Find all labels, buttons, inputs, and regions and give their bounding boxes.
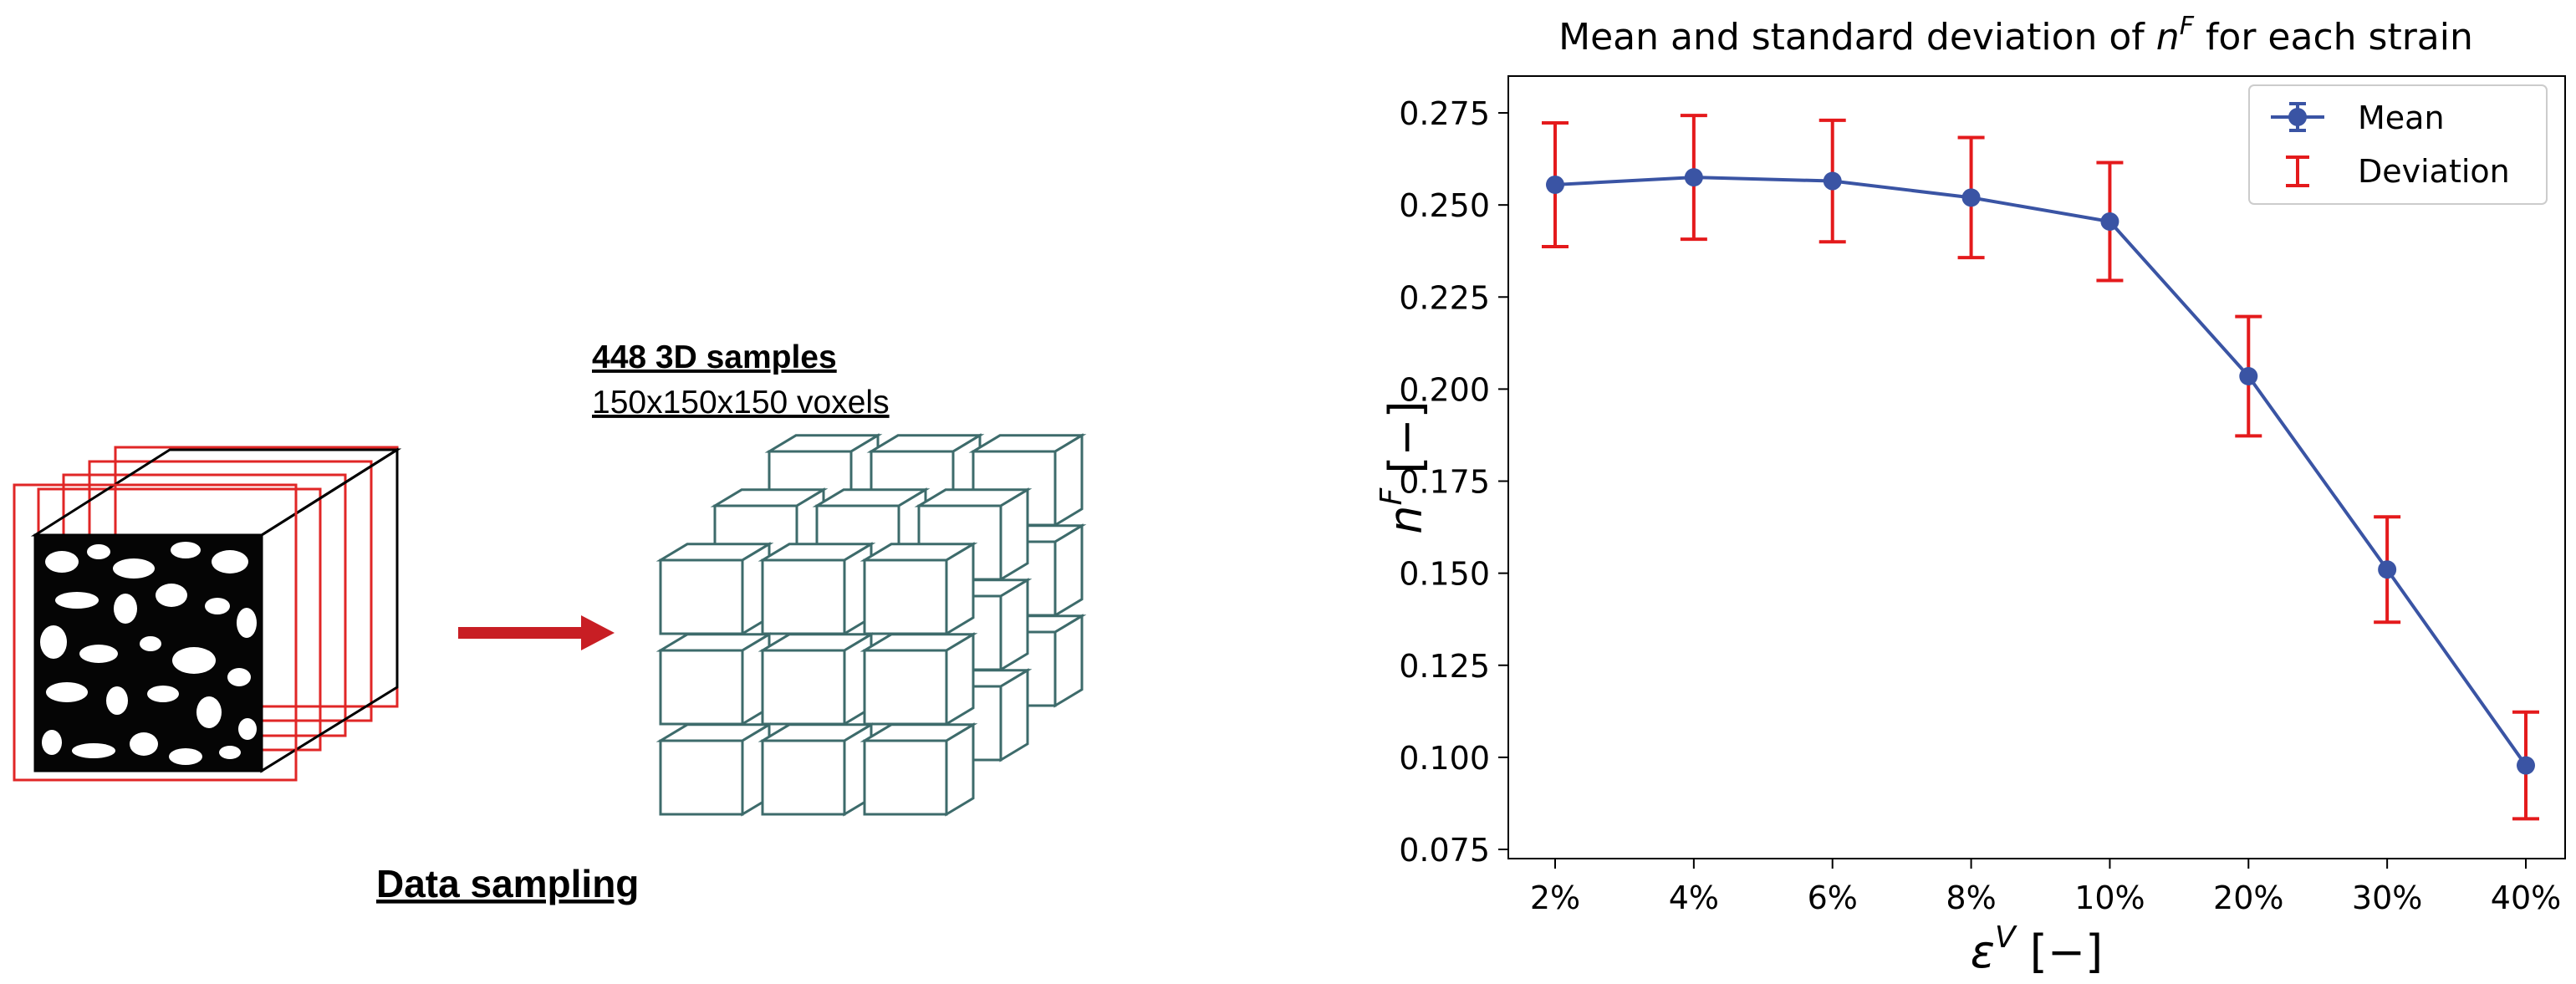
legend-mean-marker: [2271, 102, 2324, 132]
mean-line: [1554, 176, 2528, 767]
y-axis: 0.075 0.100 0.125 0.150 0.175 0.200 0.225 0.250…: [1399, 95, 1508, 869]
x-tick-label: 8%: [1946, 879, 1996, 916]
y-tick-label: 0.225: [1399, 279, 1490, 316]
mean-point: [2378, 560, 2397, 579]
sampling-arrow: [458, 615, 615, 650]
microstructure-slice: [35, 535, 262, 771]
voxel-cube: [757, 542, 876, 636]
x-tick-label: 4%: [1669, 879, 1719, 916]
image-stack: [13, 446, 402, 782]
mean-point: [2517, 756, 2535, 775]
voxel-cube: [655, 632, 774, 727]
x-tick-label: 2%: [1530, 879, 1580, 916]
legend-mean-label: Mean: [2358, 99, 2445, 136]
samples-subtitle: 150x150x150 voxels: [592, 385, 890, 421]
y-tick-label: 0.200: [1399, 371, 1490, 408]
x-tick-label: 30%: [2352, 879, 2422, 916]
y-tick-label: 0.250: [1399, 187, 1490, 224]
x-tick-label: 6%: [1808, 879, 1858, 916]
mean-series: [1546, 168, 2535, 775]
legend-deviation-label: Deviation: [2358, 153, 2510, 190]
voxel-cube: [757, 632, 876, 727]
legend: Mean Deviation: [2248, 84, 2548, 205]
voxel-cube: [860, 542, 978, 636]
chart: Mean and standard deviation of nF for ea…: [1375, 12, 2566, 978]
mean-point: [1546, 175, 1564, 194]
red-frame-front: [13, 483, 298, 782]
y-tick-label: 0.100: [1399, 740, 1490, 777]
y-tick-label: 0.275: [1399, 95, 1490, 132]
y-tick-label: 0.125: [1399, 648, 1490, 685]
plot-frame: [1507, 75, 2566, 859]
mean-point: [2239, 366, 2258, 385]
y-axis-label: nF [−]: [1375, 400, 1432, 534]
y-tick-label: 0.175: [1399, 464, 1490, 501]
mean-point: [1823, 171, 1842, 191]
voxel-cube: [655, 722, 774, 817]
mean-point: [1684, 168, 1703, 187]
samples-title: 448 3D samples: [592, 339, 837, 375]
voxel-cube-grid: [655, 433, 1087, 817]
x-axis: 2% 4% 6% 8% 10% 20% 30% 40%: [1530, 859, 2561, 916]
legend-box: [2248, 84, 2548, 205]
x-tick-label: 20%: [2213, 879, 2283, 916]
legend-deviation-marker: [2286, 156, 2309, 187]
deviation-errorbars: [1542, 114, 2539, 821]
x-tick-label: 40%: [2491, 879, 2561, 916]
y-tick-label: 0.150: [1399, 556, 1490, 593]
voxel-cube: [655, 542, 774, 636]
voxel-cube: [860, 722, 978, 817]
mean-point: [2100, 212, 2119, 231]
x-tick-label: 10%: [2074, 879, 2145, 916]
chart-title: Mean and standard deviation of nF for ea…: [1558, 12, 2473, 59]
voxel-cube: [860, 632, 978, 727]
mean-point: [1961, 188, 1981, 207]
y-tick-label: 0.075: [1399, 832, 1490, 869]
data-sampling-caption: Data sampling: [376, 862, 639, 905]
x-axis-label: εV [−]: [1971, 920, 2103, 978]
voxel-cube: [757, 722, 876, 817]
